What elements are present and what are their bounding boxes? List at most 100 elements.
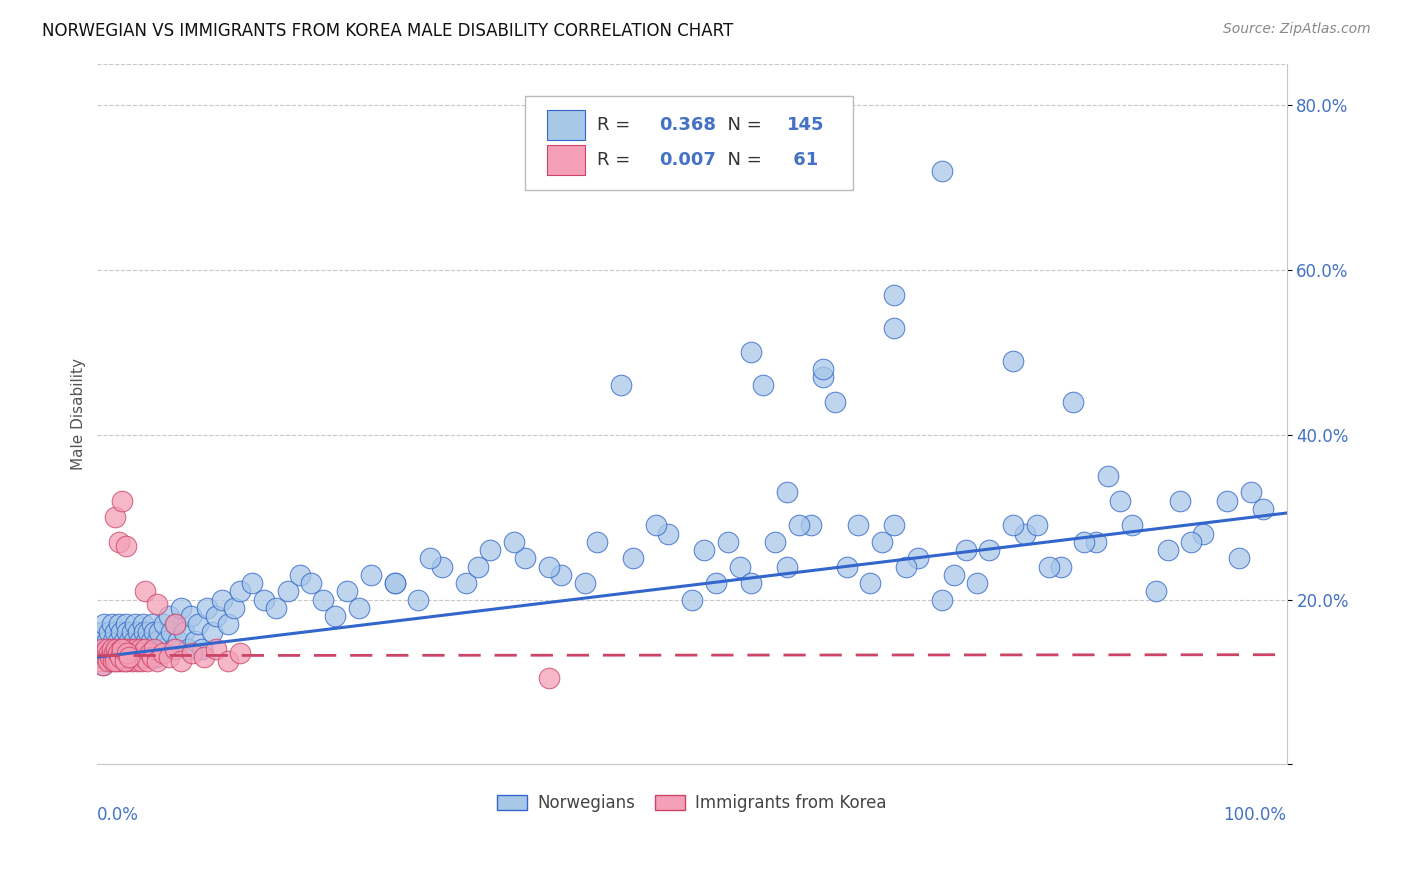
Point — [1073, 534, 1095, 549]
Point — [94, 650, 117, 665]
Point — [205, 642, 228, 657]
Text: 100.0%: 100.0% — [1223, 806, 1286, 824]
Point — [122, 633, 145, 648]
Point — [101, 654, 124, 668]
Point — [129, 642, 152, 657]
Point — [776, 485, 799, 500]
Point — [91, 658, 114, 673]
Point — [312, 592, 335, 607]
Point — [169, 600, 191, 615]
Point — [138, 646, 160, 660]
Point — [132, 625, 155, 640]
Point — [134, 584, 156, 599]
Point — [104, 654, 127, 668]
Point — [1144, 584, 1167, 599]
Point — [100, 617, 122, 632]
Point — [955, 543, 977, 558]
Point — [134, 642, 156, 657]
Point — [100, 650, 122, 665]
Point — [138, 650, 160, 665]
Point — [609, 378, 631, 392]
FancyBboxPatch shape — [547, 145, 585, 175]
Point — [122, 650, 145, 665]
Point — [141, 617, 163, 632]
Point — [97, 654, 120, 668]
Point — [1227, 551, 1250, 566]
Point — [111, 493, 134, 508]
Point — [229, 646, 252, 660]
Point — [681, 592, 703, 607]
Point — [931, 592, 953, 607]
Point — [103, 642, 125, 657]
Point — [574, 576, 596, 591]
Point — [127, 646, 149, 660]
Point — [1109, 493, 1132, 508]
Point — [848, 518, 870, 533]
Text: 61: 61 — [787, 151, 818, 169]
Point — [163, 617, 186, 632]
Point — [112, 633, 135, 648]
Point — [90, 642, 112, 657]
Point — [160, 625, 183, 640]
Point — [115, 539, 138, 553]
Point — [107, 654, 129, 668]
Point — [704, 576, 727, 591]
Point — [408, 592, 430, 607]
Point — [277, 584, 299, 599]
Point — [1192, 526, 1215, 541]
Point — [136, 642, 159, 657]
Point — [419, 551, 441, 566]
Point — [128, 650, 150, 665]
Point — [740, 576, 762, 591]
Point — [107, 617, 129, 632]
Point — [180, 609, 202, 624]
Point — [195, 600, 218, 615]
Point — [288, 567, 311, 582]
Point — [1002, 518, 1025, 533]
Point — [800, 518, 823, 533]
Point — [89, 633, 111, 648]
Point — [129, 633, 152, 648]
Point — [108, 650, 131, 665]
Point — [132, 650, 155, 665]
Point — [93, 646, 115, 660]
Point — [143, 642, 166, 657]
Point — [173, 625, 195, 640]
Point — [1097, 469, 1119, 483]
Point — [117, 650, 139, 665]
Y-axis label: Male Disability: Male Disability — [72, 359, 86, 470]
Point — [100, 650, 122, 665]
Text: 0.007: 0.007 — [658, 151, 716, 169]
Point — [1038, 559, 1060, 574]
Text: N =: N = — [716, 116, 768, 134]
Point — [136, 654, 159, 668]
Point — [883, 287, 905, 301]
Point — [478, 543, 501, 558]
Point — [118, 633, 141, 648]
Point — [115, 617, 138, 632]
Text: R =: R = — [596, 151, 636, 169]
Point — [114, 650, 136, 665]
Point — [763, 534, 786, 549]
Point — [131, 646, 153, 660]
Point — [187, 617, 209, 632]
Point — [657, 526, 679, 541]
Point — [100, 642, 122, 657]
Point — [894, 559, 917, 574]
Point — [1240, 485, 1263, 500]
Point — [104, 510, 127, 524]
Point — [776, 559, 799, 574]
Point — [120, 642, 142, 657]
Point — [585, 534, 607, 549]
Point — [118, 650, 141, 665]
Point — [717, 534, 740, 549]
Point — [146, 597, 169, 611]
Point — [870, 534, 893, 549]
Point — [169, 654, 191, 668]
Point — [96, 642, 118, 657]
Point — [111, 642, 134, 657]
Point — [1002, 353, 1025, 368]
Point — [1251, 502, 1274, 516]
Point — [98, 625, 121, 640]
Point — [165, 617, 187, 632]
